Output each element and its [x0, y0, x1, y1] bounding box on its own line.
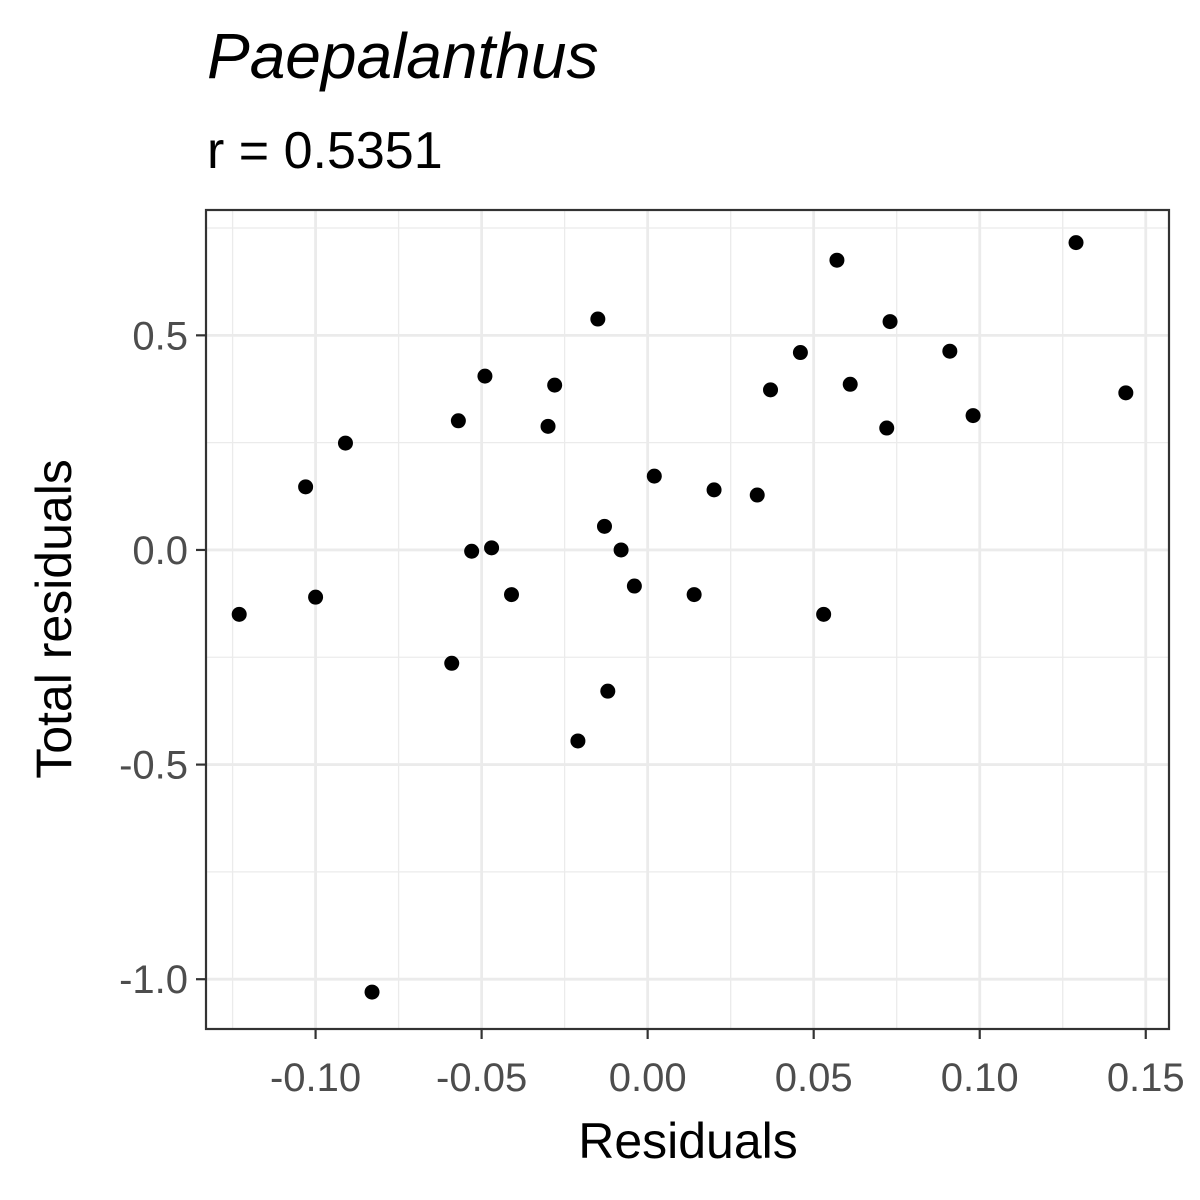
chart-title: Paepalanthus — [207, 20, 598, 92]
data-point — [540, 418, 556, 434]
data-point — [882, 314, 898, 330]
x-axis: -0.10 -0.05 0.00 0.05 0.10 0.15 — [270, 1029, 1185, 1100]
x-tick-label: 0.05 — [775, 1056, 853, 1100]
x-tick-label: 0.10 — [941, 1056, 1019, 1100]
major-grid — [206, 210, 1169, 1029]
x-tick-label: -0.10 — [270, 1056, 361, 1100]
data-point — [763, 382, 779, 398]
y-tick-label: -0.5 — [119, 744, 188, 788]
data-point — [504, 587, 520, 603]
data-point — [646, 468, 662, 484]
plot-border — [204, 208, 1171, 1031]
y-tick-label: 0.0 — [132, 529, 188, 573]
y-axis: -1.0 -0.5 0.0 0.5 — [119, 314, 206, 1002]
data-point — [1118, 385, 1134, 401]
data-point — [626, 578, 642, 594]
data-point — [792, 345, 808, 361]
data-point — [464, 543, 480, 559]
y-axis-title: Total residuals — [26, 459, 82, 779]
plot-background — [206, 210, 1169, 1029]
data-point — [450, 413, 466, 429]
y-tick-label: -1.0 — [119, 958, 188, 1002]
y-tick-label: 0.5 — [132, 314, 188, 358]
chart-subtitle: r = 0.5351 — [207, 122, 443, 180]
data-point — [842, 376, 858, 392]
data-point — [570, 733, 586, 749]
data-point — [590, 311, 606, 327]
minor-grid — [206, 210, 1169, 1029]
data-point — [547, 377, 563, 393]
x-tick-label: 0.00 — [609, 1056, 687, 1100]
data-point — [596, 518, 612, 534]
data-point — [337, 435, 353, 451]
data-point — [613, 542, 629, 558]
data-point — [600, 683, 616, 699]
data-point — [829, 252, 845, 268]
x-axis-title: Residuals — [578, 1113, 798, 1169]
data-point — [477, 368, 493, 384]
x-tick-label: -0.05 — [436, 1056, 527, 1100]
data-point — [686, 587, 702, 603]
data-point — [816, 606, 832, 622]
data-point — [965, 408, 981, 424]
data-point — [749, 487, 765, 503]
data-points — [231, 235, 1134, 1000]
data-point — [298, 479, 314, 495]
data-point — [444, 655, 460, 671]
data-point — [364, 984, 380, 1000]
data-point — [308, 589, 324, 605]
data-point — [484, 540, 500, 556]
data-point — [879, 420, 895, 436]
data-point — [231, 606, 247, 622]
data-point — [1068, 235, 1084, 251]
x-tick-label: 0.15 — [1107, 1056, 1185, 1100]
data-point — [706, 482, 722, 498]
data-point — [942, 343, 958, 359]
